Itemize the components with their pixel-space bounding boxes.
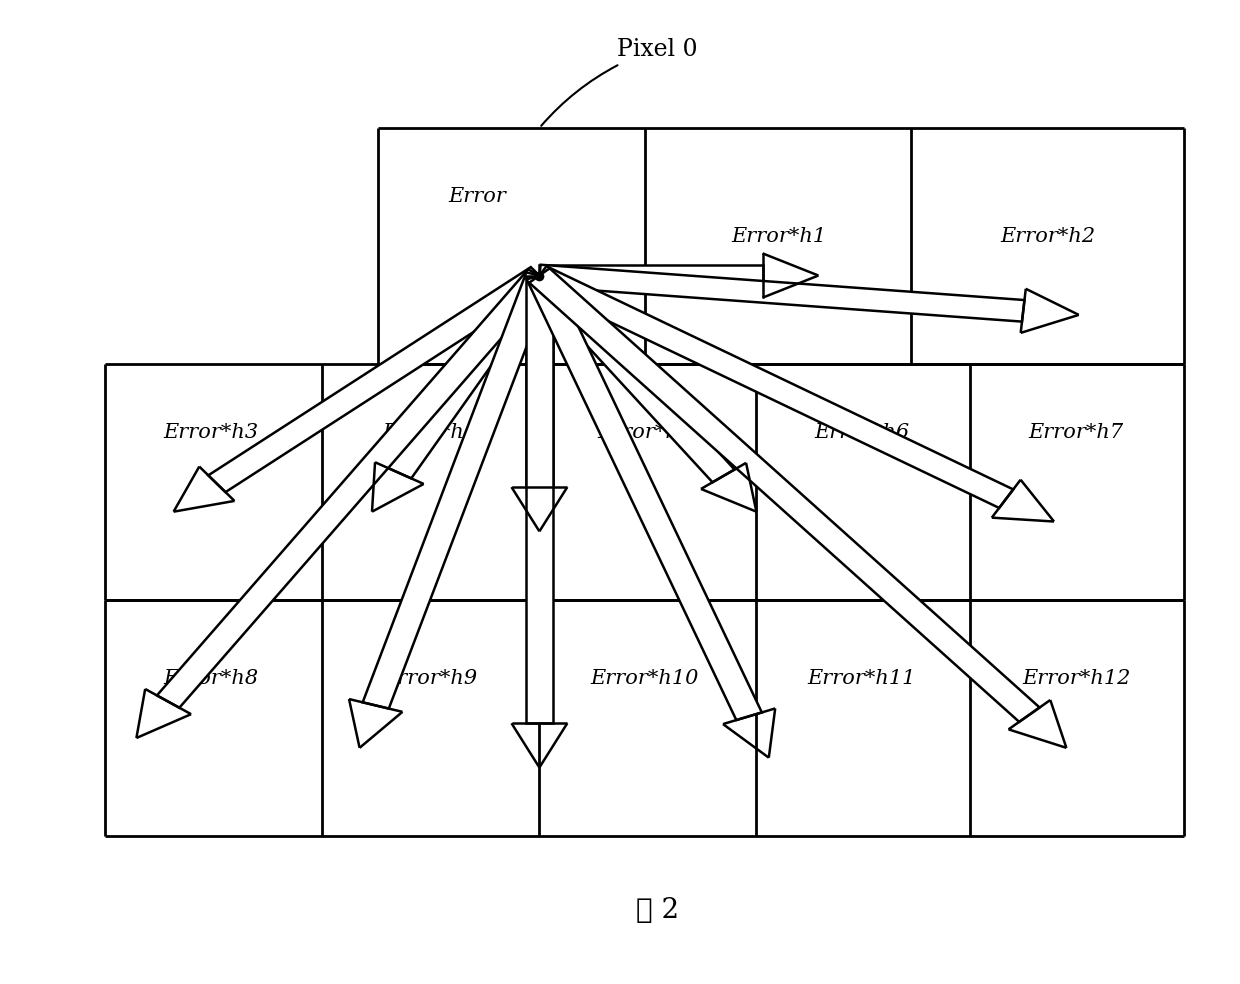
Text: Error*h6: Error*h6 bbox=[815, 423, 909, 443]
Text: Error*h7: Error*h7 bbox=[1029, 423, 1123, 443]
Text: Error*h4: Error*h4 bbox=[383, 423, 477, 443]
Polygon shape bbox=[528, 270, 734, 482]
Text: Error*h10: Error*h10 bbox=[590, 669, 699, 689]
Text: Error*h12: Error*h12 bbox=[1022, 669, 1131, 689]
Polygon shape bbox=[362, 273, 553, 708]
Polygon shape bbox=[526, 276, 553, 723]
Text: Error*h5: Error*h5 bbox=[598, 423, 692, 443]
Text: Error*h11: Error*h11 bbox=[807, 669, 916, 689]
Polygon shape bbox=[527, 272, 761, 720]
Text: 图 2: 图 2 bbox=[636, 896, 678, 924]
Text: Pixel 0: Pixel 0 bbox=[616, 37, 698, 61]
Polygon shape bbox=[387, 271, 552, 478]
Text: Error*h2: Error*h2 bbox=[1001, 226, 1095, 246]
Text: Error*h3: Error*h3 bbox=[164, 423, 258, 443]
Polygon shape bbox=[157, 270, 551, 707]
Text: Error: Error bbox=[449, 187, 506, 207]
Polygon shape bbox=[208, 267, 548, 492]
Text: Error*h8: Error*h8 bbox=[164, 669, 258, 689]
Polygon shape bbox=[539, 265, 763, 286]
Polygon shape bbox=[532, 267, 1013, 508]
Polygon shape bbox=[529, 269, 1039, 722]
Text: Error*h1: Error*h1 bbox=[732, 226, 826, 246]
Text: Error*h9: Error*h9 bbox=[383, 669, 477, 689]
Polygon shape bbox=[538, 265, 1024, 322]
Polygon shape bbox=[526, 276, 553, 487]
